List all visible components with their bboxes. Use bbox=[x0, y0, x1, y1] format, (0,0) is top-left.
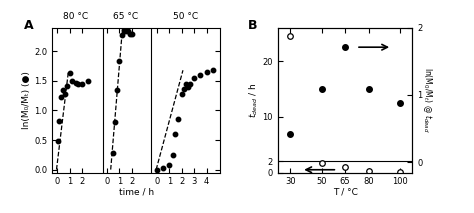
Text: 80 °C: 80 °C bbox=[63, 12, 88, 21]
Y-axis label: $t_{dead}$ / h: $t_{dead}$ / h bbox=[247, 82, 260, 118]
Y-axis label: ln(M$_0$/M$_t$) @ $t_{dead}$: ln(M$_0$/M$_t$) @ $t_{dead}$ bbox=[421, 67, 434, 133]
Text: 65 °C: 65 °C bbox=[113, 12, 138, 21]
X-axis label: T / °C: T / °C bbox=[333, 188, 357, 197]
Text: B: B bbox=[248, 19, 258, 32]
Text: 50 °C: 50 °C bbox=[173, 12, 198, 21]
Text: A: A bbox=[24, 19, 33, 32]
X-axis label: time / h: time / h bbox=[118, 188, 154, 197]
Y-axis label: ln(M₀/Mₜ) (●): ln(M₀/Mₜ) (●) bbox=[22, 71, 31, 129]
